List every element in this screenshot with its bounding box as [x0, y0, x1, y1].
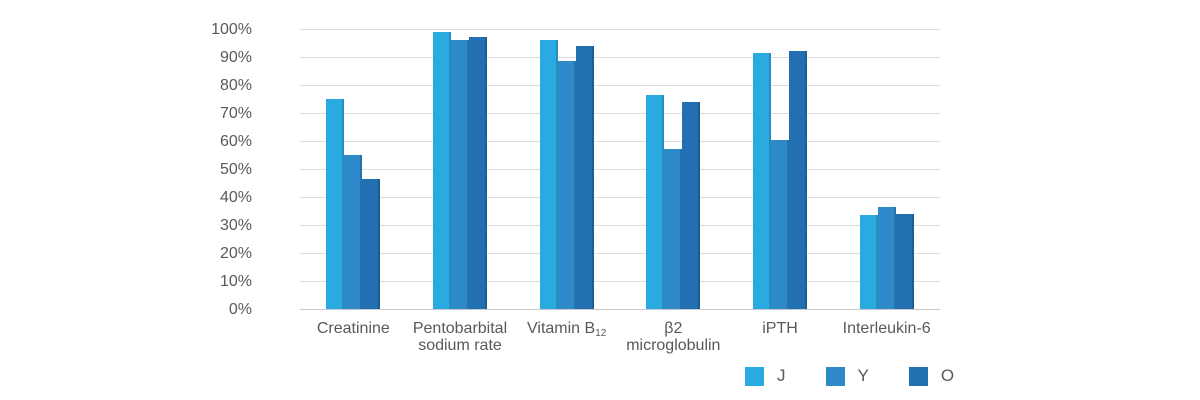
x-category-label-line: Creatinine	[273, 320, 433, 337]
gridline	[300, 169, 940, 170]
x-category-label-line: Interleukin-6	[807, 320, 967, 337]
y-tick-label: 70%	[219, 105, 252, 122]
bar-ipth-J	[753, 52, 771, 309]
gridline	[300, 57, 940, 58]
y-tick-label: 0%	[228, 301, 252, 318]
legend-item-J: J	[745, 366, 786, 386]
legend-label-Y: Y	[857, 366, 869, 385]
y-tick-label: 80%	[219, 77, 252, 94]
x-category-label-pentobarbital-sodium-rate: Pentobarbital sodium rate	[380, 320, 540, 354]
bar-beta2-microglobulin-J	[646, 94, 665, 309]
y-tick-label: 20%	[219, 245, 252, 262]
bar-interleukin-6-Y	[877, 206, 896, 309]
bar-pentobarbital-sodium-rate-O	[469, 37, 487, 309]
y-tick-label: 90%	[219, 49, 252, 66]
x-category-label-ipth: iPTH	[700, 320, 860, 337]
bar-vitamin-b12-J	[539, 40, 558, 309]
x-category-label-line: β2	[593, 320, 753, 337]
x-category-label-text: sodium rate	[418, 337, 502, 354]
y-tick-label: 30%	[219, 217, 252, 234]
bar-pentobarbital-sodium-rate-J	[433, 31, 451, 309]
x-category-label-text: iPTH	[762, 320, 798, 337]
x-category-label-creatinine: Creatinine	[273, 320, 433, 337]
bar-group-interleukin-6	[859, 206, 914, 309]
bar-group-vitamin-b12	[539, 40, 594, 309]
gridline	[300, 253, 940, 254]
x-category-label-vitamin-b12: Vitamin B12	[487, 320, 647, 339]
gridline	[300, 197, 940, 198]
legend-swatch-J	[745, 366, 764, 386]
legend-label-O: O	[940, 366, 955, 385]
bar-creatinine-Y	[344, 155, 363, 309]
bar-ipth-O	[789, 51, 807, 309]
gridline	[300, 309, 940, 310]
x-category-label-line: Vitamin B12	[487, 320, 647, 339]
legend-swatch-Y	[825, 366, 845, 386]
bar-pentobarbital-sodium-rate-Y	[451, 40, 469, 309]
x-category-label-text: Creatinine	[316, 320, 390, 337]
y-tick-label: 40%	[219, 189, 252, 206]
legend-label-J: J	[777, 366, 786, 385]
bar-creatinine-J	[326, 99, 345, 309]
gridline	[300, 85, 940, 86]
y-tick-label: 50%	[219, 161, 252, 178]
bar-interleukin-6-O	[895, 213, 914, 309]
legend-item-O: O	[908, 366, 955, 386]
gridline	[300, 29, 940, 30]
y-tick-label: 10%	[219, 273, 252, 290]
x-category-label-subscript: 12	[595, 328, 607, 339]
x-category-label-text: β2	[664, 320, 683, 337]
gridline	[300, 113, 940, 114]
x-category-label-text: microglobulin	[626, 337, 721, 354]
gridline	[300, 141, 940, 142]
bar-vitamin-b12-O	[575, 45, 594, 309]
gridline	[300, 225, 940, 226]
x-category-label-line: Pentobarbital	[380, 320, 540, 337]
x-category-label-line: microglobulin	[593, 337, 753, 354]
bar-vitamin-b12-Y	[557, 61, 576, 309]
x-category-label-line: iPTH	[700, 320, 860, 337]
bar-group-pentobarbital-sodium-rate	[433, 31, 487, 309]
bar-beta2-microglobulin-Y	[664, 149, 683, 309]
x-category-label-text: Interleukin-6	[842, 320, 931, 337]
bar-beta2-microglobulin-O	[682, 101, 701, 309]
y-tick-label: 60%	[219, 133, 252, 150]
x-category-label-text: Pentobarbital	[412, 320, 508, 337]
bar-ipth-Y	[771, 139, 789, 309]
plot-area	[300, 29, 940, 310]
x-category-label-interleukin-6: Interleukin-6	[807, 320, 967, 337]
x-category-label-beta2-microglobulin: β2 microglobulin	[593, 320, 753, 354]
legend-item-Y: Y	[825, 366, 869, 386]
bar-group-creatinine	[326, 99, 381, 309]
x-category-label-text: Vitamin B	[527, 320, 596, 337]
bar-group-beta2-microglobulin	[646, 94, 701, 309]
y-tick-label: 100%	[211, 21, 252, 38]
legend-swatch-O	[908, 366, 928, 386]
bar-interleukin-6-J	[859, 215, 878, 309]
x-category-label-line: sodium rate	[380, 337, 540, 354]
gridline	[300, 281, 940, 282]
bar-creatinine-O	[362, 178, 381, 309]
bar-group-ipth	[753, 51, 807, 309]
